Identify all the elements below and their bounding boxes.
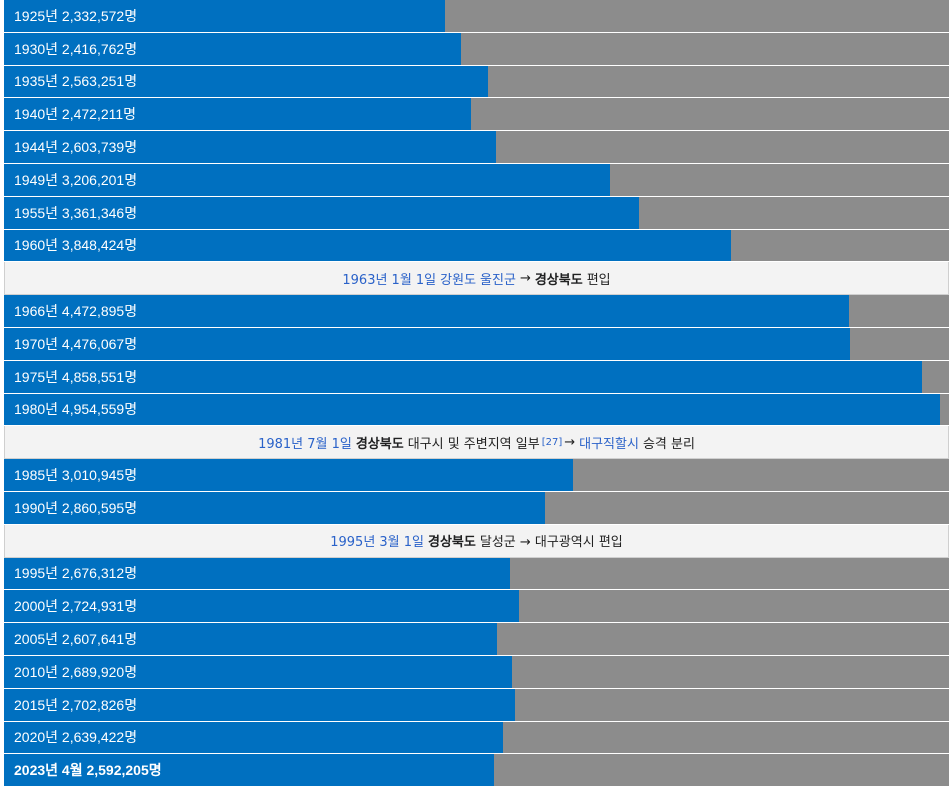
bar: [4, 754, 494, 787]
bar: [4, 590, 519, 623]
bar: [4, 65, 489, 98]
bar-label: 1955년 3,361,346명: [14, 204, 138, 221]
event-note-row: 1995년 3월 1일 경상북도 달성군 → 대구광역시 편입: [4, 524, 949, 558]
bar-row: 1990년 2,860,595명: [4, 491, 949, 525]
bar-row: 1935년 2,563,251명: [4, 65, 949, 99]
bar: [4, 688, 515, 721]
bar-row: 2020년 2,639,422명: [4, 721, 949, 755]
bar: [4, 0, 445, 32]
event-note-row: 1963년 1월 1일 강원도 울진군 → 경상북도 편입: [4, 262, 949, 296]
note-link[interactable]: 1963년 1월 1일: [342, 272, 437, 288]
bar-label: 2000년 2,724,931명: [14, 598, 138, 615]
footnote-ref[interactable]: [27]: [541, 436, 563, 448]
bar-label: 1960년 3,848,424명: [14, 237, 138, 254]
bar-label: 1985년 3,010,945명: [14, 467, 138, 484]
bar-label: 1930년 2,416,762명: [14, 40, 138, 57]
note-text: 달성군 → 대구광역시 편입: [479, 535, 623, 551]
bar-row: 2000년 2,724,931명: [4, 590, 949, 624]
bar-row: 1949년 3,206,201명: [4, 163, 949, 197]
note-link[interactable]: 대구직할시: [579, 436, 639, 452]
bar-row: 1970년 4,476,067명: [4, 327, 949, 361]
bar-label: 1975년 4,858,551명: [14, 368, 138, 385]
bar-row: 1980년 4,954,559명: [4, 393, 949, 427]
bar-label: 1966년 4,472,895명: [14, 303, 138, 320]
note-link[interactable]: 울진군: [480, 272, 516, 288]
event-note-row: 1981년 7월 1일 경상북도 대구시 및 주변지역 일부 [27] → 대구직할시 승격…: [4, 426, 949, 460]
bar-row: 1995년 2,676,312명: [4, 557, 949, 591]
note-link[interactable]: 1995년 3월 1일: [330, 535, 425, 551]
bar-label: 1925년 2,332,572명: [14, 7, 138, 24]
bar: [4, 721, 503, 754]
bar-label: 1980년 4,954,559명: [14, 401, 138, 418]
bar-label: 1940년 2,472,211명: [14, 106, 137, 123]
note-link[interactable]: 강원도: [440, 272, 477, 288]
bar-label: 1995년 2,676,312명: [14, 565, 138, 582]
note-text: 경상북도: [428, 535, 476, 551]
bar: [4, 131, 497, 163]
bar-label: 2015년 2,702,826명: [14, 696, 138, 713]
bar: [4, 623, 497, 655]
bar-row: 1944년 2,603,739명: [4, 131, 949, 164]
bar: [4, 98, 472, 131]
bar-row: 1985년 3,010,945명: [4, 459, 949, 492]
bar-row: 2005년 2,607,641명: [4, 623, 949, 656]
bar-row: 1960년 3,848,424명: [4, 229, 949, 263]
note-text: →: [519, 270, 531, 286]
note-text: 경상북도: [355, 436, 404, 452]
bar: [4, 196, 640, 229]
bar: [4, 360, 923, 393]
bar: [4, 163, 610, 196]
bar-row: 2015년 2,702,826명: [4, 688, 949, 722]
bar: [4, 491, 545, 524]
bar-row: 1930년 2,416,762명: [4, 32, 949, 66]
population-bar-chart: 1925년 2,332,572명 1930년 2,416,762명 1935년 2,…: [4, 0, 949, 787]
bar: [4, 295, 850, 327]
bar-row: 2010년 2,689,920명: [4, 655, 949, 689]
bar-label: 2020년 2,639,422명: [14, 729, 138, 746]
bar: [4, 459, 574, 491]
bar-label: 2005년 2,607,641명: [14, 631, 138, 648]
bar-label: 2010년 2,689,920명: [14, 663, 138, 680]
bar: [4, 32, 461, 65]
bar-row: 1975년 4,858,551명: [4, 360, 949, 394]
bar: [4, 557, 510, 590]
note-text: →: [564, 434, 576, 450]
bar-row: 1955년 3,361,346명: [4, 196, 949, 230]
bar-label: 1990년 2,860,595명: [14, 499, 138, 516]
note-link[interactable]: 1981년 7월 1일: [258, 436, 352, 452]
bar: [4, 229, 732, 262]
bar-row: 1940년 2,472,211명: [4, 98, 949, 132]
note-text: 편입: [586, 272, 611, 288]
note-text: 승격 분리: [642, 436, 695, 452]
bar-label: 2023년 4월 2,592,205명: [14, 762, 162, 779]
bar-row: 1925년 2,332,572명: [4, 0, 949, 33]
note-text: 경상북도: [534, 272, 583, 288]
bar-label: 1944년 2,603,739명: [14, 139, 138, 156]
bar-label: 1935년 2,563,251명: [14, 73, 138, 90]
bar: [4, 393, 941, 426]
bar-label: 1970년 4,476,067명: [14, 335, 138, 352]
note-text: 대구시 및 주변지역 일부: [407, 436, 540, 452]
bar-row: 2023년 4월 2,592,205명: [4, 754, 949, 787]
bar-label: 1949년 3,206,201명: [14, 171, 138, 188]
bar: [4, 655, 513, 688]
bar: [4, 327, 850, 360]
bar-row: 1966년 4,472,895명: [4, 295, 949, 328]
